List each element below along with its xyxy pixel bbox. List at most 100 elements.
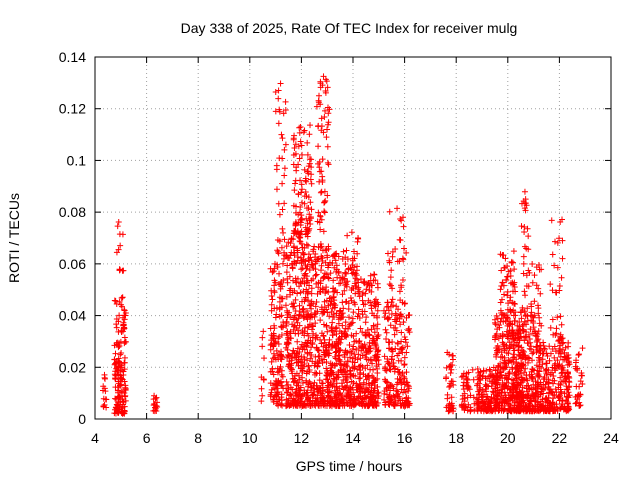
data-point [498, 386, 505, 393]
data-point [398, 329, 405, 336]
data-point [397, 321, 404, 328]
data-point [502, 255, 509, 262]
data-point [283, 344, 290, 351]
data-point [501, 365, 508, 372]
data-point [342, 362, 349, 369]
data-point [351, 280, 358, 287]
data-point [535, 328, 542, 335]
data-points [99, 73, 586, 417]
data-point [311, 313, 318, 320]
data-point [495, 346, 502, 353]
data-point [360, 301, 367, 308]
y-tick-label: 0.08 [59, 204, 86, 220]
data-point [389, 285, 396, 292]
data-point [359, 297, 366, 304]
data-point [348, 378, 355, 385]
data-point [327, 270, 334, 277]
data-point [382, 399, 389, 406]
data-point [118, 405, 125, 412]
data-point [350, 372, 357, 379]
data-point [399, 276, 406, 283]
data-point [449, 402, 456, 409]
data-point [537, 406, 544, 413]
data-point [303, 265, 310, 272]
data-point [335, 320, 342, 327]
data-point [406, 385, 413, 392]
data-point [501, 341, 508, 348]
data-point [394, 368, 401, 375]
data-point [556, 235, 563, 242]
data-point [308, 206, 315, 213]
data-point [325, 110, 332, 117]
data-point [464, 376, 471, 383]
data-point [313, 298, 320, 305]
data-point [296, 302, 303, 309]
data-point [526, 335, 533, 342]
data-point [299, 402, 306, 409]
data-point [304, 324, 311, 331]
data-point [479, 398, 486, 405]
data-point [321, 270, 328, 277]
data-point [299, 151, 306, 158]
data-point [401, 386, 408, 393]
data-point [320, 228, 327, 235]
data-point [350, 309, 357, 316]
data-point [329, 331, 336, 338]
data-point [300, 313, 307, 320]
data-point [460, 379, 467, 386]
data-point [314, 362, 321, 369]
data-point [369, 340, 376, 347]
data-point [505, 376, 512, 383]
data-point [375, 347, 382, 354]
data-point [386, 257, 393, 264]
data-point [267, 380, 274, 387]
data-point [397, 400, 404, 407]
data-point [359, 352, 366, 359]
data-point [497, 354, 504, 361]
data-point [554, 239, 561, 246]
data-point [527, 398, 534, 405]
data-point [531, 272, 538, 279]
data-point [275, 250, 282, 257]
data-point [325, 119, 332, 126]
data-point [509, 326, 516, 333]
data-point [319, 387, 326, 394]
data-point [337, 339, 344, 346]
data-point [354, 386, 361, 393]
data-point [368, 382, 375, 389]
data-point [404, 343, 411, 350]
data-point [349, 364, 356, 371]
data-point [536, 266, 543, 273]
data-point [295, 191, 302, 198]
data-point [290, 244, 297, 251]
data-point [301, 346, 308, 353]
data-point [470, 394, 477, 401]
data-point [328, 298, 335, 305]
data-point [314, 256, 321, 263]
x-tick-label: 12 [294, 430, 310, 446]
data-point [360, 279, 367, 286]
data-point [331, 314, 338, 321]
data-point [386, 208, 393, 215]
data-point [277, 363, 284, 370]
data-point [374, 307, 381, 314]
data-point [120, 410, 127, 417]
data-point [479, 387, 486, 394]
data-point [115, 395, 122, 402]
data-point [492, 373, 499, 380]
data-point [331, 387, 338, 394]
data-point [258, 398, 265, 405]
data-point [154, 404, 161, 411]
data-point [369, 360, 376, 367]
data-point [383, 384, 390, 391]
data-point [321, 208, 328, 215]
data-point [119, 294, 126, 301]
data-point [398, 380, 405, 387]
data-point [323, 287, 330, 294]
data-point [492, 321, 499, 328]
data-point [121, 340, 128, 347]
data-point [270, 371, 277, 378]
data-point [403, 249, 410, 256]
data-point [400, 223, 407, 230]
data-point [384, 358, 391, 365]
